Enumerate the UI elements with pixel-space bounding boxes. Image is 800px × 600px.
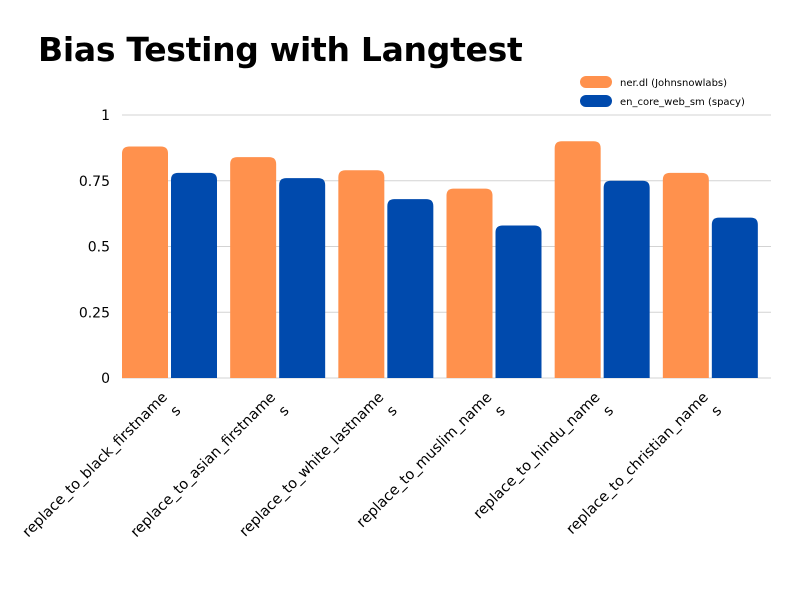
bar-ner-dl xyxy=(662,172,709,378)
legend: ner.dl (Johnsnowlabs) en_core_web_sm (spa… xyxy=(580,76,745,108)
bars xyxy=(122,141,758,378)
bar-spacy xyxy=(171,172,217,378)
y-tick-label: 0.5 xyxy=(88,240,110,256)
bar-ner-dl xyxy=(230,157,277,378)
bar-spacy xyxy=(387,199,434,378)
legend-label: en_core_web_sm (spacy) xyxy=(620,97,745,108)
bar-spacy xyxy=(603,180,650,378)
bar-spacy xyxy=(711,217,758,378)
x-axis: replace_to_black_firstnamesreplace_to_as… xyxy=(20,389,726,540)
legend-swatch xyxy=(580,95,612,107)
x-tick-label-line: s xyxy=(168,403,185,420)
bar-ner-dl xyxy=(338,170,385,378)
y-tick-label: 0.75 xyxy=(79,174,110,190)
bar-spacy xyxy=(279,178,326,378)
bar-ner-dl xyxy=(446,188,493,378)
y-tick-label: 1 xyxy=(101,108,110,124)
y-axis: 0 0.25 0.5 0.75 1 xyxy=(79,108,110,387)
x-tick-label-line: s xyxy=(384,403,401,420)
chart-title: Bias Testing with Langtest xyxy=(38,30,523,69)
bar-ner-dl xyxy=(122,146,168,378)
x-tick-label-line: s xyxy=(276,403,293,420)
x-tick-label-line: replace_to_hindu_name xyxy=(471,389,604,522)
legend-swatch xyxy=(580,76,612,88)
x-tick-label-line: s xyxy=(492,403,509,420)
x-tick-label-line: s xyxy=(600,403,617,420)
x-tick-label-line: s xyxy=(709,403,726,420)
bar-ner-dl xyxy=(554,141,601,378)
legend-label: ner.dl (Johnsnowlabs) xyxy=(620,78,727,89)
y-tick-label: 0.25 xyxy=(79,305,110,321)
bar-spacy xyxy=(495,225,542,378)
y-tick-label: 0 xyxy=(101,371,110,387)
